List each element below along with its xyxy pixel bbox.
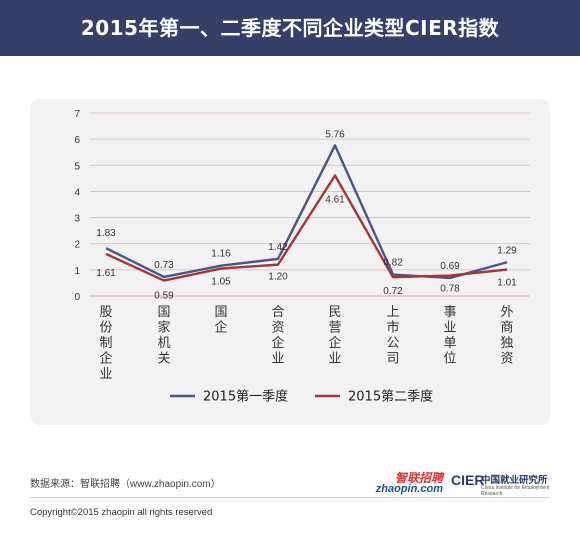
data-source: 数据来源：智联招聘（www.zhaopin.com） — [30, 479, 221, 490]
x-tick-label: 企 — [328, 335, 341, 351]
title-bar: 2015年第一、二季度不同企业类型CIER指数 — [0, 0, 580, 56]
x-tick-label: 国 — [214, 305, 227, 320]
x-tick-label: 国 — [157, 305, 170, 320]
y-tick-label: 7 — [74, 109, 80, 120]
cier-logo-cn: 中国就业研究所 — [481, 475, 548, 486]
data-label-q2: 1.61 — [96, 268, 116, 279]
x-tick-label: 企 — [214, 320, 227, 336]
data-label-q1: 1.16 — [211, 249, 231, 260]
x-tick-label: 制 — [99, 336, 112, 351]
zhaopin-logo-en: zhaopin.com — [375, 483, 443, 495]
chart-card — [30, 99, 550, 425]
data-label-q1: 0.82 — [383, 258, 403, 269]
y-tick-label: 2 — [74, 240, 80, 251]
data-label-q2: 1.01 — [497, 278, 517, 289]
legend-label: 2015第一季度 — [203, 389, 288, 405]
data-label-q2: 0.72 — [383, 286, 403, 297]
data-label-q2: 1.20 — [268, 272, 288, 283]
data-label-q1: 1.42 — [268, 242, 288, 253]
line-chart: 01234567股份制企业国家机关国企合资企业民营企业上市公司事业单位外商独资1… — [74, 109, 530, 405]
data-label-q1: 1.29 — [497, 245, 517, 256]
x-tick-label: 上 — [386, 305, 399, 320]
x-tick-label: 企 — [271, 335, 284, 351]
data-label-q2: 0.59 — [154, 291, 174, 302]
legend-label: 2015第二季度 — [348, 389, 433, 405]
chart-title: 2015年第一、二季度不同企业类型CIER指数 — [80, 16, 500, 40]
data-label-q1: 1.83 — [96, 228, 116, 239]
cier-logo-en: China Institute for Employment Research — [481, 485, 550, 497]
data-label-q2: 0.78 — [440, 284, 460, 295]
x-tick-label: 业 — [443, 321, 456, 336]
y-tick-label: 5 — [74, 161, 80, 172]
x-tick-label: 资 — [271, 321, 284, 336]
footer: 数据来源：智联招聘（www.zhaopin.com） 智联招聘 zhaopin.… — [0, 460, 580, 549]
series-line-q1 — [105, 144, 508, 280]
x-tick-label: 关 — [157, 352, 170, 367]
x-tick-label: 市 — [386, 320, 399, 336]
x-tick-label: 业 — [99, 367, 112, 382]
x-tick-label: 外 — [500, 305, 513, 320]
x-tick-label: 股 — [99, 305, 112, 320]
x-tick-label: 单 — [443, 336, 456, 351]
footer-divider — [30, 497, 550, 498]
x-tick-label: 资 — [500, 352, 513, 367]
zhaopin-logo-cn: 智联招聘 — [394, 471, 443, 485]
series-line-q2 — [105, 174, 508, 282]
data-label-q2: 1.05 — [211, 277, 231, 288]
x-tick-label: 企 — [99, 351, 112, 367]
x-tick-label: 机 — [157, 336, 170, 351]
data-label-q2: 4.61 — [325, 194, 345, 205]
data-label-q1: 0.69 — [440, 261, 460, 272]
x-tick-label: 业 — [271, 352, 284, 367]
data-label-q1: 5.76 — [325, 129, 345, 140]
cier-logo: CIER 中国就业研究所 China Institute for Employm… — [451, 469, 561, 497]
y-tick-label: 3 — [74, 214, 80, 225]
x-tick-label: 独 — [500, 336, 513, 351]
x-tick-label: 业 — [328, 352, 341, 367]
x-tick-label: 合 — [271, 305, 284, 320]
x-tick-label: 事 — [443, 305, 456, 320]
x-tick-label: 司 — [386, 352, 399, 367]
x-tick-label: 商 — [500, 321, 513, 336]
copyright: Copyright©2015 zhaopin all rights reserv… — [30, 507, 213, 518]
x-tick-label: 营 — [328, 321, 341, 336]
x-tick-label: 民 — [328, 305, 341, 320]
zhaopin-logo: 智联招聘 zhaopin.com — [367, 469, 447, 497]
x-tick-label: 份 — [99, 321, 112, 336]
x-tick-label: 公 — [386, 336, 399, 351]
x-tick-label: 位 — [443, 352, 456, 367]
y-tick-label: 1 — [74, 266, 80, 277]
y-tick-label: 0 — [74, 292, 80, 303]
cier-logo-mark: CIER — [451, 472, 485, 488]
x-tick-label: 家 — [157, 320, 170, 336]
y-tick-label: 6 — [74, 135, 80, 146]
y-tick-label: 4 — [74, 187, 80, 198]
data-label-q1: 0.73 — [154, 260, 174, 271]
